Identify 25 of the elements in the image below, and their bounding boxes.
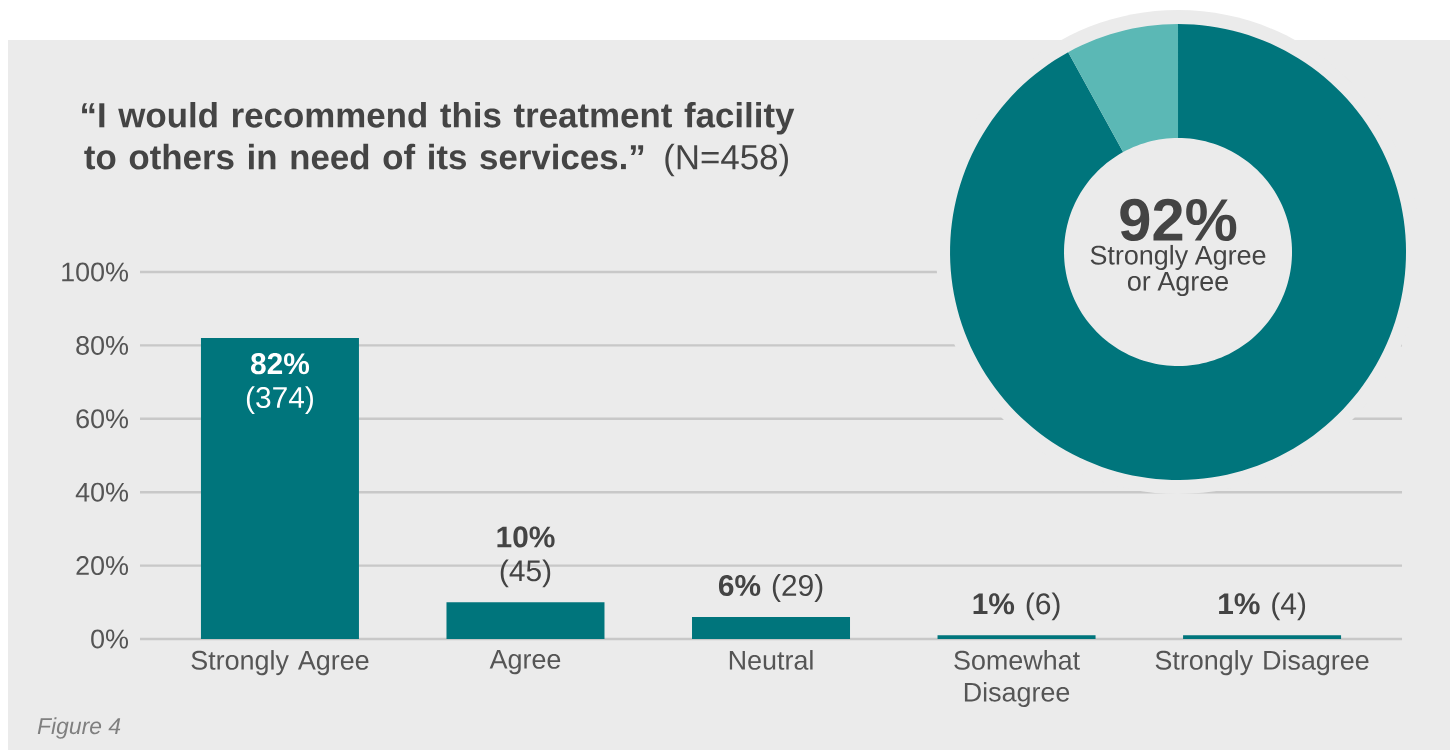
y-tick-label: 0% (91, 629, 129, 649)
caption: Figure 4 (37, 717, 121, 739)
slice-label: Strongly Agree or Agree (1090, 244, 1266, 297)
chart-title: “I would recommend this treatment facility to others in need of its services.” (N=458) (82, 102, 795, 177)
x-tick-label: Strongly Agree (191, 650, 369, 676)
data-label: 82% (374) (246, 353, 313, 415)
data-label: 92% (1120, 198, 1237, 242)
y-tick-label: 20% (76, 556, 128, 576)
data-label: 1% (6) (973, 592, 1060, 621)
x-tick-label: Neutral (729, 650, 813, 670)
y-tick-label: 40% (75, 482, 128, 502)
data-label: 6% (29) (718, 574, 823, 602)
y-tick-label: 60% (76, 409, 128, 429)
data-label: 10% (45) (497, 526, 555, 588)
bar (200, 338, 359, 639)
bar (692, 616, 851, 639)
bar (1183, 635, 1342, 639)
bar (937, 635, 1096, 639)
x-tick-label: Strongly Disagree (1155, 650, 1369, 676)
x-tick-label: Somewhat Disagree (954, 650, 1080, 708)
y-tick-label: 100% (62, 262, 128, 282)
data-label: 1% (4) (1219, 592, 1306, 621)
y-tick-label: 80% (76, 335, 128, 355)
x-tick-label: Agree (489, 650, 561, 675)
bar (446, 602, 605, 639)
